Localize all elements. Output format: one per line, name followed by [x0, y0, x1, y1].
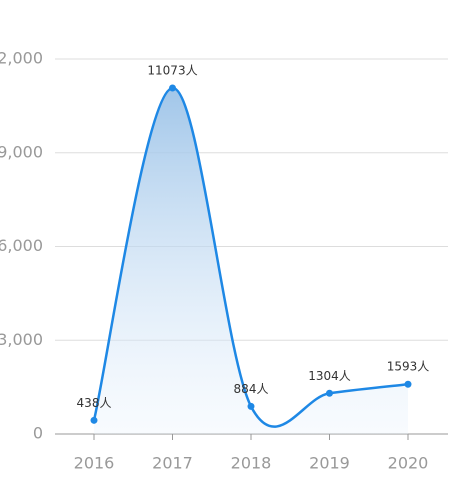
- y-tick-label: 3,000: [0, 330, 43, 349]
- y-tick-label: 9,000: [0, 142, 43, 161]
- value-label: 884人: [234, 382, 269, 396]
- y-tick-label: 0: [33, 424, 43, 443]
- value-label: 438人: [77, 396, 112, 410]
- y-tick-label: 12,000: [0, 49, 43, 68]
- point: [404, 380, 412, 388]
- value-label: 1593人: [387, 360, 430, 374]
- area: [94, 87, 408, 434]
- y-tick-label: 6,000: [0, 236, 43, 255]
- value-label: 1304人: [308, 369, 351, 383]
- x-tick-label: 2020: [388, 454, 429, 473]
- point: [247, 402, 255, 410]
- point: [326, 389, 333, 397]
- x-tick-label: 2018: [231, 454, 272, 473]
- x-tick-label: 2019: [309, 454, 350, 473]
- value-label: 11073人: [147, 63, 197, 77]
- x-tick-label: 2016: [74, 454, 115, 473]
- x-tick-label: 2017: [152, 454, 193, 473]
- point: [169, 84, 176, 92]
- point: [90, 416, 98, 424]
